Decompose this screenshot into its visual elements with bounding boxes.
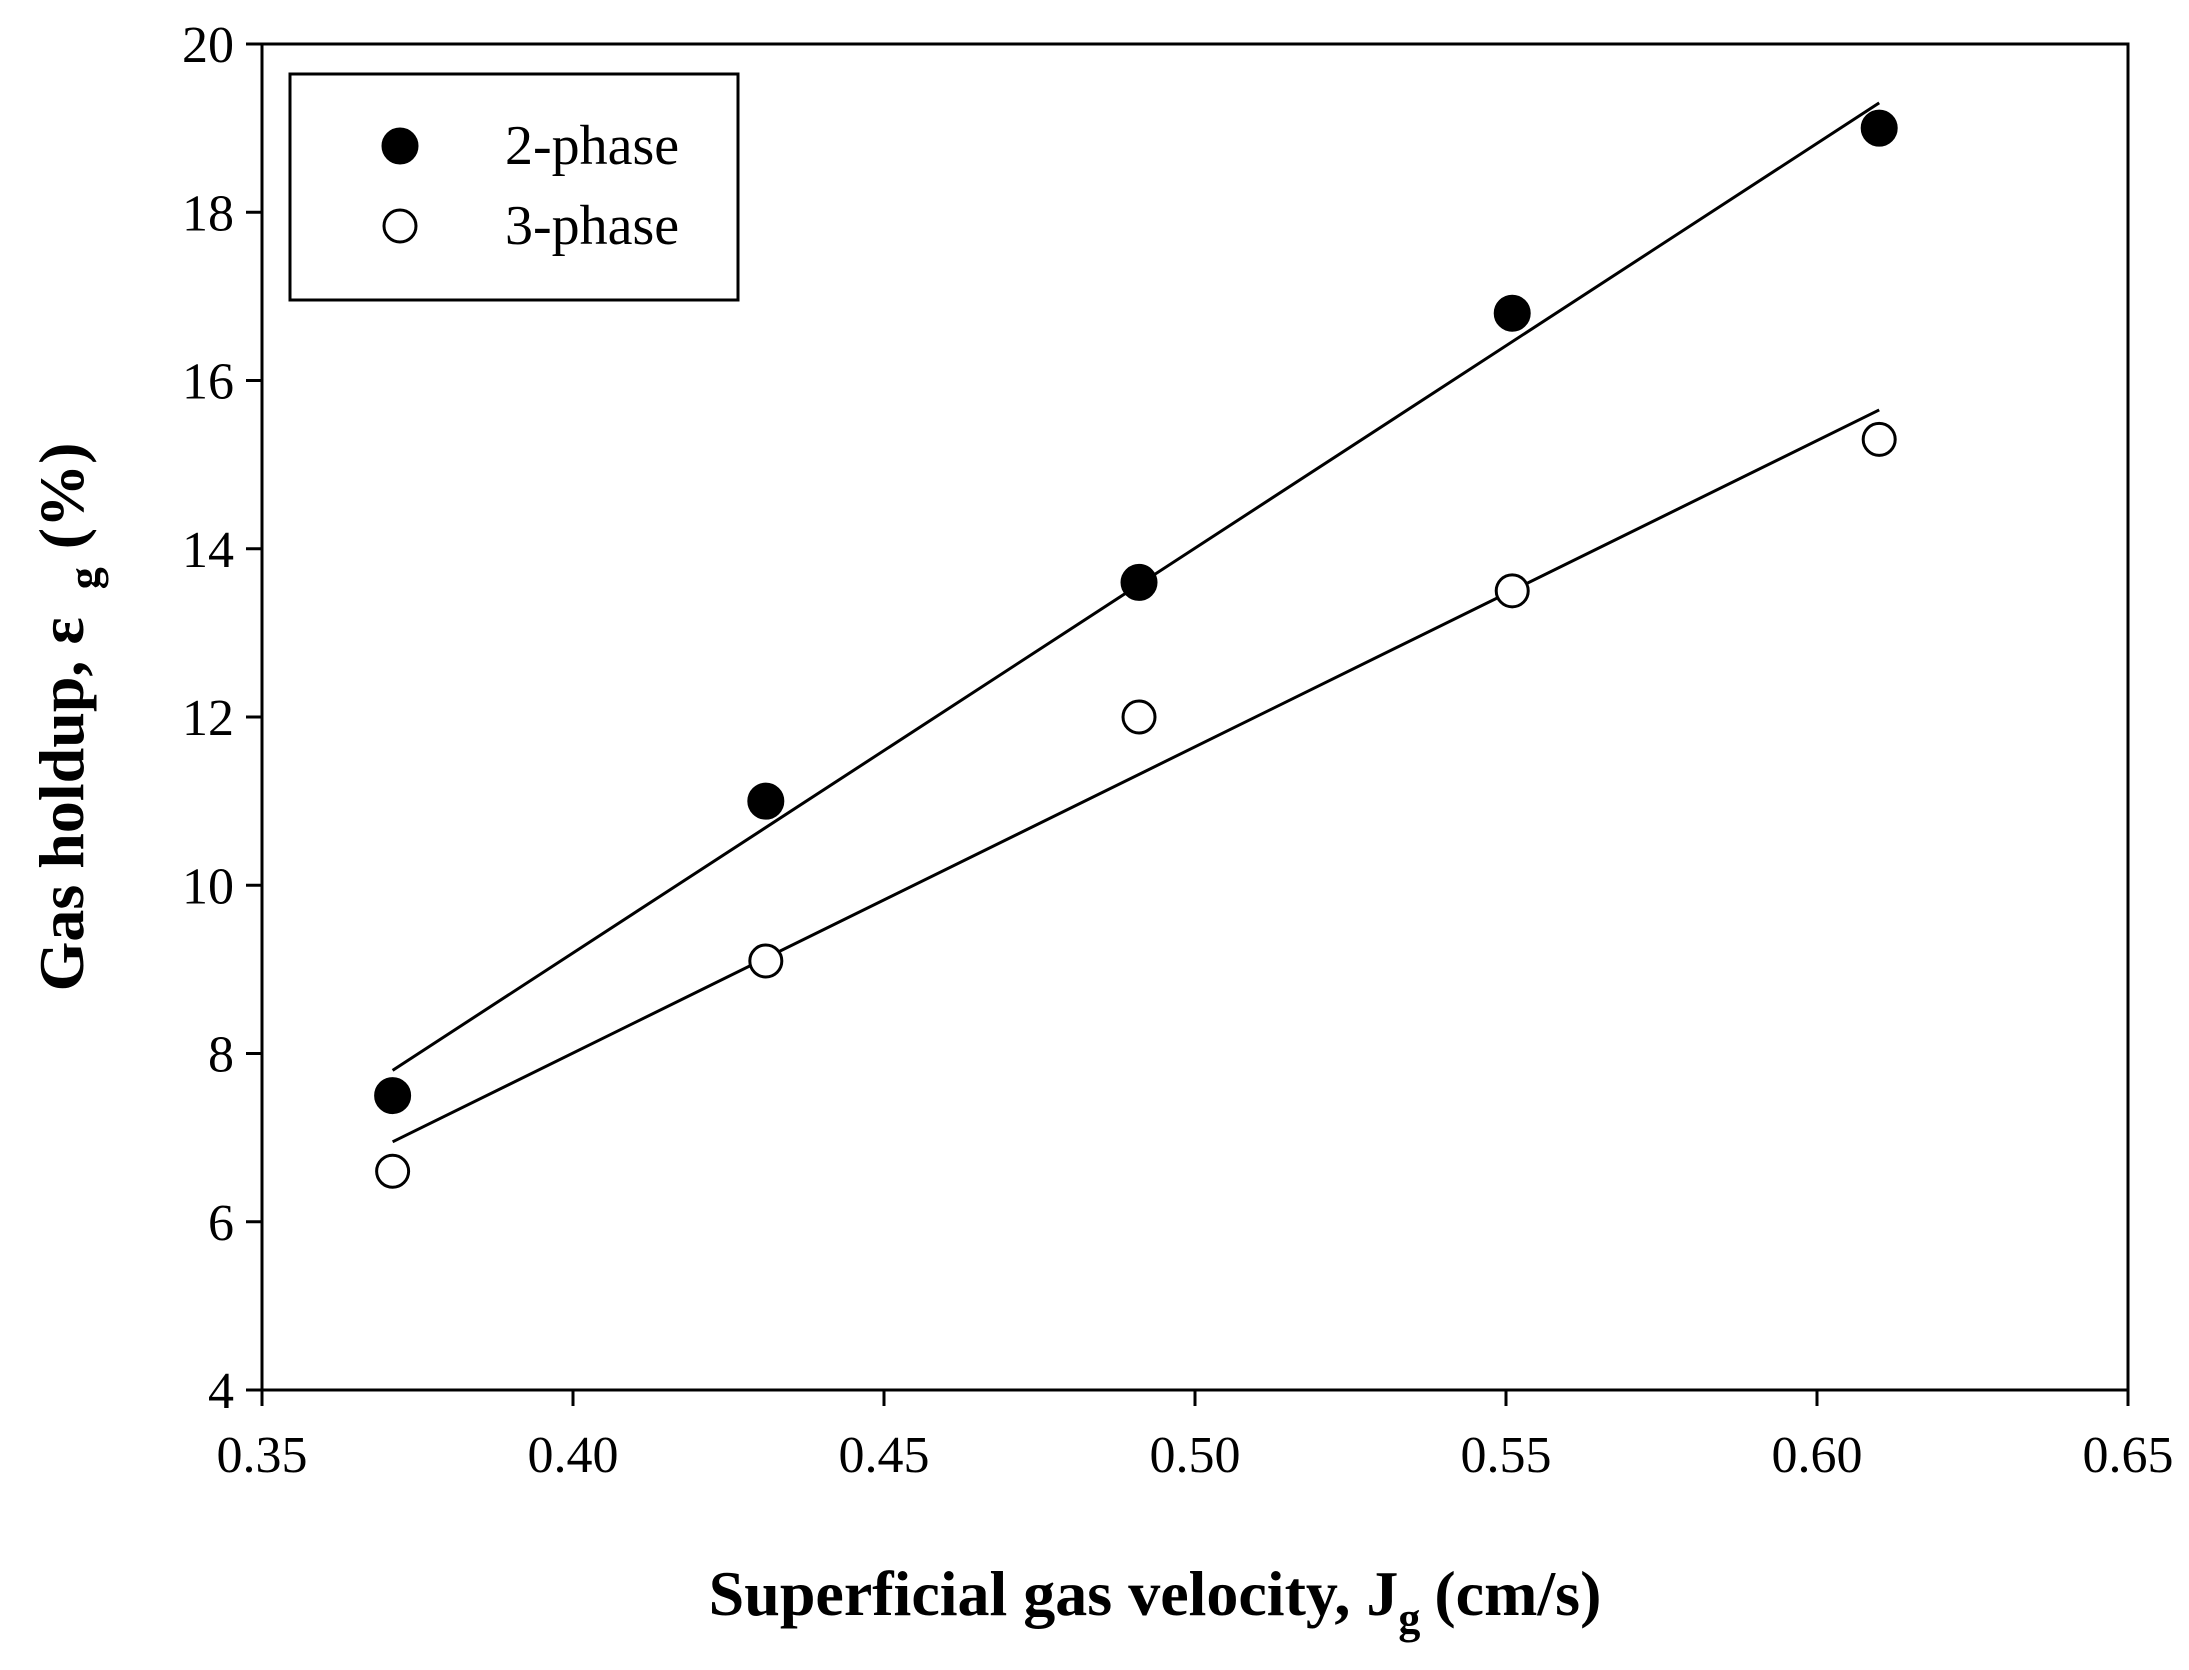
- y-tick-label: 4: [208, 1363, 234, 1420]
- axes: 0.35 0.40 0.45 0.50 0.55 0.60 0.65 4 6 8 10 12 14 16…: [182, 17, 2174, 1484]
- y-tick-label: 16: [182, 354, 234, 411]
- data-point-3-phase: [748, 943, 784, 979]
- data-point-3-phase: [375, 1153, 411, 1189]
- x-tick-label: 0.60: [1772, 1427, 1863, 1484]
- x-axis-title-units: (cm/s): [1434, 1558, 1601, 1629]
- y-axis-title-subscript: g: [60, 567, 109, 589]
- x-axis-title-subscript: g: [1398, 1594, 1420, 1643]
- x-axis-title: Superficial gas velocity, Jg (cm/s): [709, 1558, 1602, 1643]
- y-tick-label: 8: [208, 1027, 234, 1084]
- x-axis-title-main: Superficial gas velocity, J: [709, 1558, 1399, 1629]
- y-tick-label: 6: [208, 1195, 234, 1252]
- data-point-3-phase: [1121, 699, 1157, 735]
- y-axis-title: Gas holdup, ε g (%): [26, 443, 109, 992]
- y-tick-label: 10: [182, 858, 234, 915]
- y-tick-label: 20: [182, 17, 234, 74]
- data-point-3-phase: [1494, 573, 1530, 609]
- x-tick-label: 0.40: [528, 1427, 619, 1484]
- y-axis-title-main: Gas holdup, ε: [26, 617, 97, 991]
- data-point-2-phase: [374, 1077, 412, 1115]
- legend: 2-phase 3-phase: [288, 72, 740, 302]
- y-axis-ticks: 4 6 8 10 12 14 16 18 20: [182, 17, 262, 1420]
- data-point-2-phase: [1493, 294, 1531, 332]
- fit-line-3-phase: [391, 408, 1880, 1144]
- data-point-2-phase: [1120, 563, 1158, 601]
- x-tick-label: 0.45: [839, 1427, 930, 1484]
- legend-marker-3-phase: [382, 208, 418, 244]
- x-tick-label: 0.50: [1150, 1427, 1241, 1484]
- legend-label-3-phase: 3-phase: [505, 195, 679, 257]
- y-tick-label: 14: [182, 522, 234, 579]
- legend-box: [288, 72, 740, 302]
- x-axis-ticks: 0.35 0.40 0.45 0.50 0.55 0.60 0.65: [217, 1390, 2174, 1484]
- legend-label-2-phase: 2-phase: [505, 115, 679, 177]
- data-points: [374, 109, 1898, 1189]
- data-point-3-phase: [1861, 421, 1897, 457]
- y-tick-label: 18: [182, 185, 234, 242]
- legend-marker-2-phase: [381, 127, 419, 165]
- x-tick-label: 0.65: [2083, 1427, 2174, 1484]
- y-tick-label: 12: [182, 690, 234, 747]
- x-tick-label: 0.55: [1461, 1427, 1552, 1484]
- data-point-2-phase: [747, 782, 785, 820]
- y-axis-title-units: (%): [26, 443, 97, 550]
- x-tick-label: 0.35: [217, 1427, 308, 1484]
- data-point-2-phase: [1860, 109, 1898, 147]
